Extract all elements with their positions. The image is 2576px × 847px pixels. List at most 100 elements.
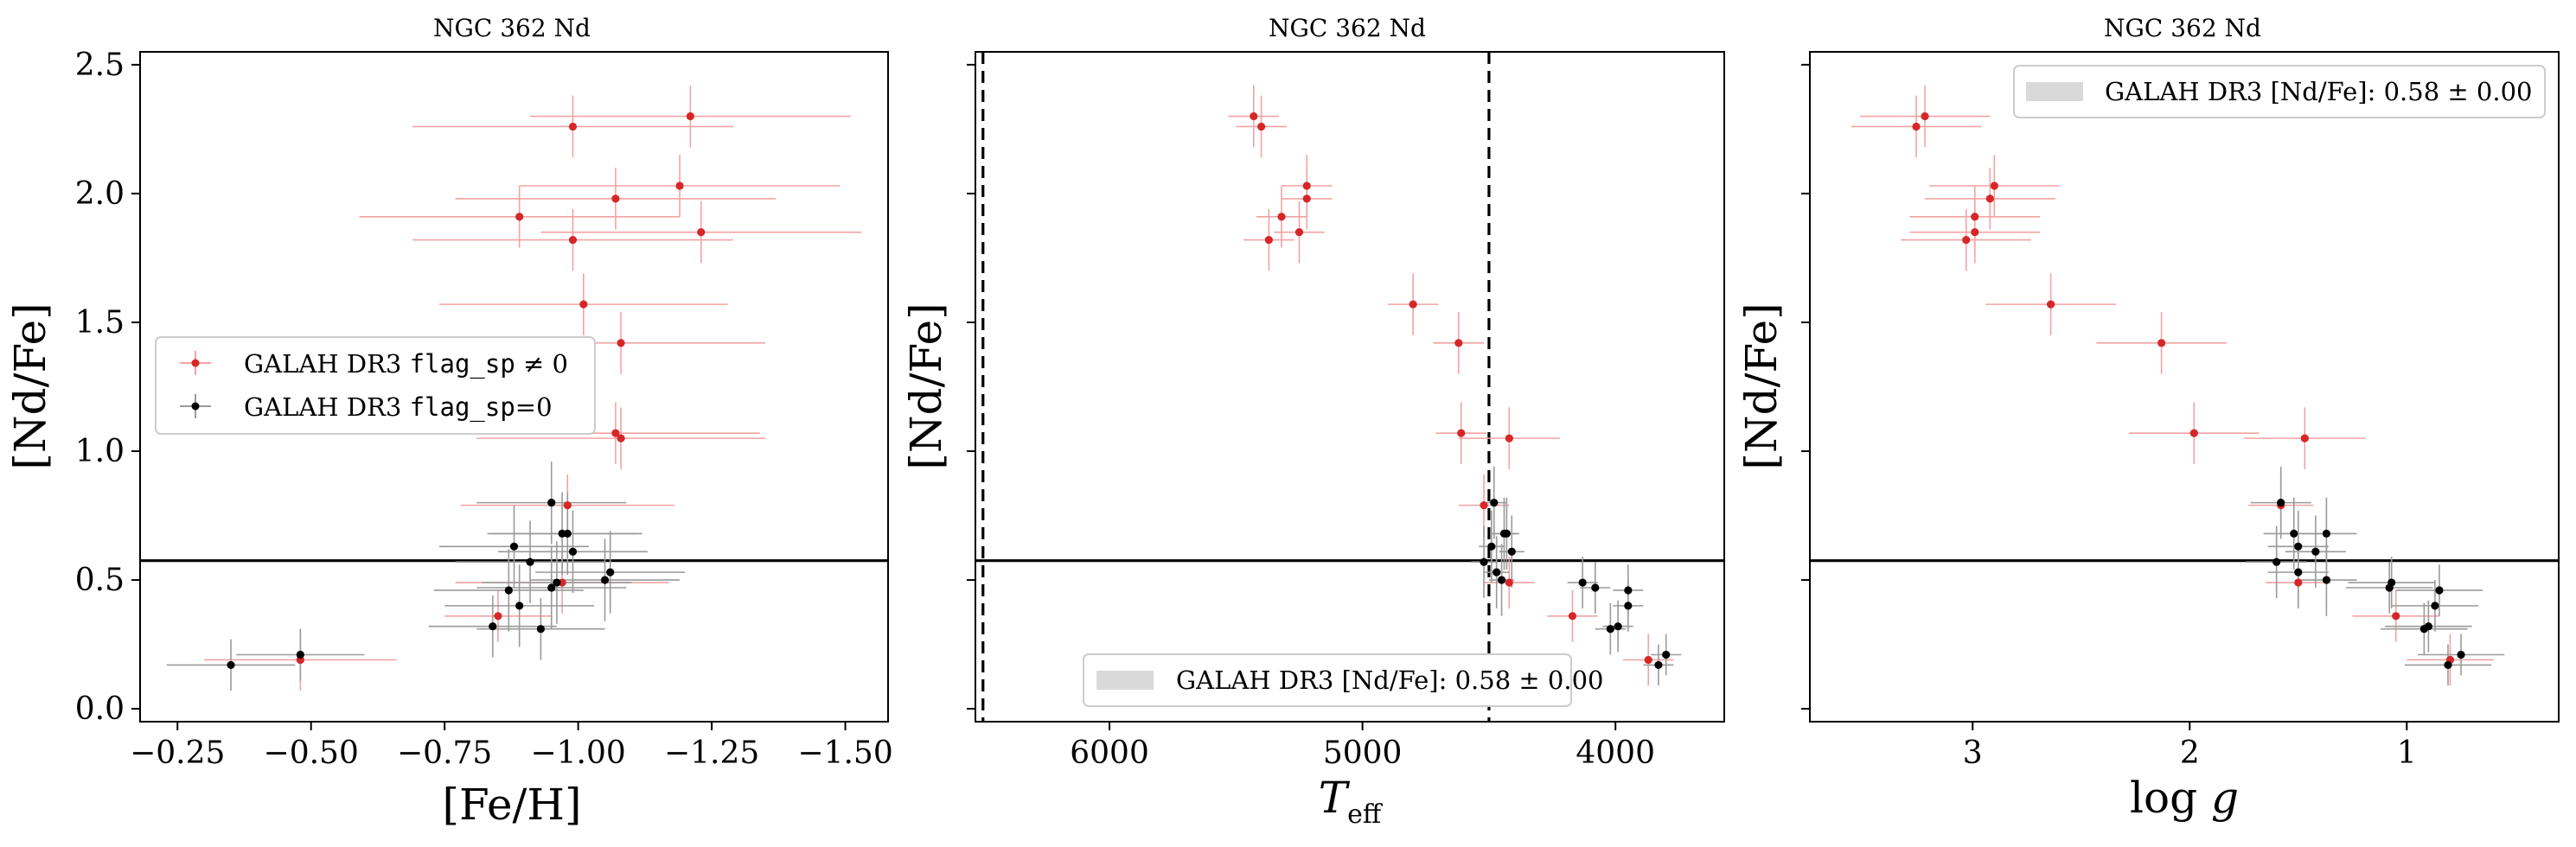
legend-entry-band: GALAH DR3 [Nd/Fe]: 0.58 ± 0.00 (2105, 77, 2532, 106)
x-tick-label: −0.75 (397, 736, 492, 771)
data-point-unflagged (1624, 586, 1633, 595)
data-point-unflagged (606, 568, 615, 576)
data-point-unflagged (296, 650, 304, 659)
data-point-flagged (617, 434, 625, 443)
data-point-flagged (1912, 122, 1921, 131)
x-tick-label: 2 (2180, 736, 2200, 771)
plot-area (140, 85, 888, 691)
data-point-unflagged (2311, 547, 2320, 556)
y-tick-label: 1.0 (75, 434, 125, 469)
legend-band-swatch (2026, 82, 2083, 101)
legend-band-swatch (1096, 671, 1154, 690)
data-point-flagged (1971, 213, 1979, 221)
data-point-unflagged (563, 529, 572, 538)
data-point-flagged (686, 111, 694, 121)
data-point-unflagged (547, 583, 556, 592)
data-point-unflagged (1624, 602, 1633, 610)
panel-logg: NGC 362 Nd 3 2 1 log g [Nd/Fe] GALAH DR3 [… (1736, 14, 2560, 823)
x-axis-label: Teff (1319, 773, 1384, 830)
data-point-flagged (1454, 339, 1463, 347)
data-point-flagged (611, 194, 620, 203)
data-point-unflagged (515, 602, 524, 610)
data-point-flagged (2300, 434, 2309, 443)
data-point-flagged (1921, 111, 1929, 121)
data-point-unflagged (1654, 660, 1663, 670)
data-point-unflagged (2419, 625, 2428, 634)
y-tick-label: 1.5 (75, 305, 125, 341)
data-point-flagged (1505, 578, 1513, 587)
data-point-unflagged (2322, 576, 2331, 584)
data-point-flagged (1457, 429, 1466, 437)
data-point-unflagged (2272, 557, 2281, 566)
y-tick-label: 0.0 (75, 691, 125, 727)
panel-title: NGC 362 Nd (1269, 14, 1426, 42)
data-point-unflagged (1490, 499, 1499, 507)
data-point-unflagged (1662, 650, 1671, 659)
data-point-unflagged (1578, 578, 1587, 587)
data-point-flagged (1505, 434, 1513, 443)
data-point-flagged (1250, 111, 1258, 121)
data-point-flagged (568, 235, 578, 245)
data-point-unflagged (1487, 542, 1496, 551)
data-point-unflagged (1497, 576, 1506, 584)
x-axis-label-symbol: T (1319, 773, 1351, 823)
data-point-unflagged (568, 547, 578, 556)
data-point-unflagged (2457, 650, 2465, 659)
data-point-unflagged (2290, 529, 2298, 538)
plot-area (1810, 85, 2559, 686)
data-point-flagged (515, 213, 524, 221)
data-point-unflagged (1507, 547, 1516, 556)
data-point-flagged (1480, 501, 1488, 510)
y-axis-label: [Nd/Fe] (901, 302, 951, 469)
axes-frame (139, 51, 889, 723)
data-point-flagged (1257, 122, 1266, 131)
data-point-unflagged (509, 542, 519, 551)
legend: GALAH DR3 flag_sp ≠ 0 GALAH DR3 flag_sp=… (155, 336, 596, 435)
data-point-flagged (1264, 235, 1273, 245)
y-tick-label: 2.0 (75, 176, 125, 212)
x-tick-label: 5000 (1323, 736, 1403, 771)
data-point-flagged (1294, 228, 1304, 237)
x-axis-ticks: 6000 5000 4000 (1070, 722, 1655, 771)
legend-marker-black (180, 394, 211, 418)
data-point-flagged (675, 182, 684, 190)
x-axis-ticks: 3 2 1 (1963, 722, 2417, 771)
data-point-unflagged (600, 576, 610, 584)
data-point-flagged (2189, 429, 2198, 437)
y-axis-label: [Nd/Fe] (5, 302, 55, 469)
data-point-unflagged (1614, 622, 1622, 631)
data-point-unflagged (553, 578, 561, 587)
data-point-flagged (1962, 235, 1971, 245)
legend-frame (155, 336, 596, 435)
data-point-unflagged (504, 586, 513, 595)
data-point-unflagged (1606, 625, 1614, 634)
data-point-unflagged (2294, 542, 2303, 551)
x-axis-label-log: log (2130, 773, 2211, 823)
data-point-flagged (2047, 300, 2055, 309)
data-point-unflagged (536, 625, 545, 634)
x-tick-label: −1.50 (797, 736, 892, 771)
data-point-unflagged (1499, 529, 1509, 538)
data-point-unflagged (2294, 568, 2303, 576)
data-point-flagged (568, 122, 578, 131)
data-point-flagged (2392, 612, 2400, 621)
data-point-unflagged (1591, 583, 1600, 592)
data-point-flagged (2157, 339, 2166, 347)
data-point-unflagged (1480, 557, 1488, 566)
data-point-unflagged (2322, 529, 2331, 538)
x-axis-ticks: −0.25 −0.50 −0.75 −1.00 −1.25 −1.50 (130, 722, 893, 771)
data-point-flagged (563, 501, 572, 510)
data-point-flagged (697, 228, 706, 237)
x-tick-label: −1.25 (664, 736, 759, 771)
data-point-flagged (1644, 655, 1652, 665)
x-tick-label: 3 (1963, 736, 1983, 771)
y-axis-ticks (967, 63, 975, 710)
data-point-unflagged (2431, 602, 2439, 610)
data-point-unflagged (227, 660, 235, 670)
panel-title: NGC 362 Nd (2104, 14, 2261, 42)
data-point-unflagged (2444, 660, 2452, 670)
legend-entry-band: GALAH DR3 [Nd/Fe]: 0.58 ± 0.00 (1176, 666, 1603, 695)
legend-frame (2013, 65, 2546, 118)
x-axis-label: log g (2130, 773, 2239, 823)
y-axis-label: [Nd/Fe] (1736, 302, 1787, 469)
